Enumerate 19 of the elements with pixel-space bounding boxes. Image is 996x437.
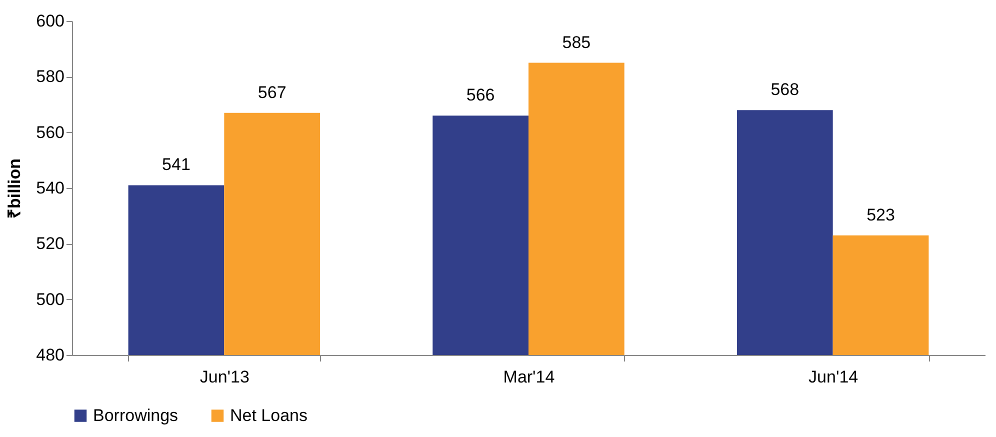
y-axis-title: ₹billion bbox=[5, 158, 24, 219]
data-label: 568 bbox=[770, 80, 800, 100]
data-label: 523 bbox=[866, 205, 895, 224]
x-tick-label: Jun'14 bbox=[808, 368, 858, 386]
data-label: 566 bbox=[466, 86, 495, 105]
y-tick-label: 560 bbox=[36, 122, 64, 142]
x-tick-label: Jun'13 bbox=[200, 368, 250, 386]
y-tick-label: 600 bbox=[36, 12, 64, 30]
legend-label: Net Loans bbox=[230, 406, 308, 425]
data-label: 541 bbox=[162, 155, 190, 174]
y-tick-label: 580 bbox=[36, 67, 64, 86]
y-tick-label: 480 bbox=[36, 346, 64, 364]
data-label: 585 bbox=[562, 32, 591, 52]
y-tick-label: 500 bbox=[36, 290, 64, 309]
data-label: 567 bbox=[258, 82, 286, 102]
legend-label: Borrowings bbox=[93, 406, 178, 425]
y-tick-label: 540 bbox=[36, 178, 64, 198]
x-tick-label: Mar'14 bbox=[503, 368, 555, 386]
y-tick-label: 520 bbox=[36, 234, 64, 254]
